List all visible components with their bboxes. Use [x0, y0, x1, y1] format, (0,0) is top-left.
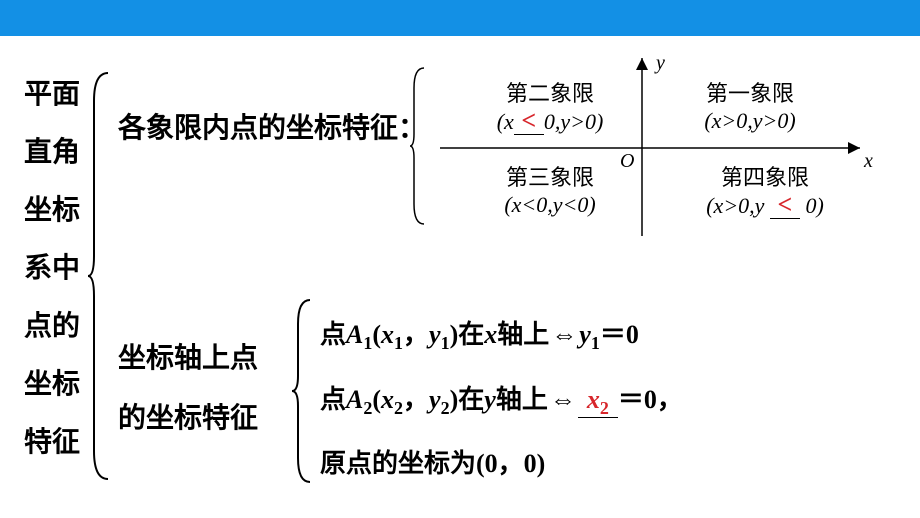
- rules-brace-icon: [290, 296, 314, 486]
- r2-x: x: [381, 385, 394, 414]
- top-bar: [0, 0, 920, 36]
- r2-pre: 点: [320, 385, 346, 414]
- r2-bs: 2: [600, 398, 609, 418]
- r1-c: ，: [403, 320, 429, 349]
- y-axis-label: y: [656, 52, 665, 75]
- r1-y: y: [429, 320, 441, 349]
- r2-sub: 2: [363, 398, 372, 418]
- q4-blank: <: [778, 190, 793, 219]
- q4-cell: 第四象限 (x>0,y < 0): [670, 160, 860, 219]
- section1-label: 各象限内点的坐标特征：: [118, 106, 426, 146]
- r1-post: 轴上: [497, 320, 549, 349]
- r2-open: (: [372, 385, 381, 414]
- q3-cell: 第三象限 (x<0,y<0): [470, 160, 630, 218]
- r2-y: y: [429, 385, 441, 414]
- axis-rules: 点A1(x1，y1)在x轴上⇔y1＝0 点A2(x2，y2)在y轴上⇔x2＝0，…: [320, 306, 683, 492]
- lt-4: 点的: [24, 298, 80, 356]
- r2-close: ): [450, 385, 459, 414]
- r2-pt: A: [346, 385, 363, 414]
- lt-2: 坐标: [24, 182, 80, 240]
- r1-iff: ⇔: [549, 319, 579, 349]
- q2-blank: <: [521, 106, 536, 135]
- r1-xs: 1: [394, 333, 403, 353]
- q1-sign: (x>0,y>0): [670, 108, 830, 134]
- quadrant-diagram: y x O 第二象限 (x<0,y>0) 第一象限 (x>0,y>0) 第三象限…: [420, 46, 880, 241]
- r1-pre: 点: [320, 320, 346, 349]
- q2-pre: (x: [497, 109, 514, 134]
- r2-bv: x: [587, 385, 600, 414]
- r1-x: x: [381, 320, 394, 349]
- s2l1: 坐标轴上点: [118, 336, 258, 376]
- r1-mid: 在: [458, 320, 484, 349]
- r2-post: 轴上: [496, 385, 548, 414]
- r2-mid: 在: [458, 385, 484, 414]
- r2-eq: ＝0，: [618, 385, 683, 414]
- q2-title: 第二象限: [470, 76, 630, 108]
- rule-3: 原点的坐标为(0，0): [320, 436, 683, 492]
- r2-xs: 2: [394, 398, 403, 418]
- lt-6: 特征: [24, 414, 80, 472]
- r1-rs: 1: [591, 333, 600, 353]
- r2-c: ，: [403, 385, 429, 414]
- r1-eq: ＝0: [600, 320, 639, 349]
- rule-2: 点A2(x2，y2)在y轴上⇔x2＝0，: [320, 371, 683, 436]
- q2-sign: (x <0,y>0): [470, 108, 630, 135]
- r1-axis: x: [484, 320, 497, 349]
- q4-suf: 0): [800, 193, 824, 218]
- left-title: 平面 直角 坐标 系中 点的 坐标 特征: [24, 66, 80, 472]
- q4-sign: (x>0,y < 0): [670, 192, 860, 219]
- section2-label: 坐标轴上点 的坐标特征: [118, 336, 258, 436]
- large-brace-icon: [86, 71, 114, 481]
- q2-cell: 第二象限 (x <0,y>0): [470, 76, 630, 135]
- q1-cell: 第一象限 (x>0,y>0): [670, 76, 830, 134]
- r2-axis: y: [484, 385, 496, 414]
- lt-0: 平面: [24, 66, 80, 124]
- s2l2: 的坐标特征: [118, 396, 258, 436]
- lt-3: 系中: [24, 240, 80, 298]
- r1-pt: A: [346, 320, 363, 349]
- rule-1: 点A1(x1，y1)在x轴上⇔y1＝0: [320, 306, 683, 371]
- r1-ys: 1: [441, 333, 450, 353]
- r1-sub: 1: [363, 333, 372, 353]
- content-area: 平面 直角 坐标 系中 点的 坐标 特征 各象限内点的坐标特征： y x O: [0, 36, 920, 518]
- lt-5: 坐标: [24, 356, 80, 414]
- q1-title: 第一象限: [670, 76, 830, 108]
- q4-title: 第四象限: [670, 160, 860, 192]
- r2-iff: ⇔: [548, 384, 578, 414]
- r1-rv: y: [579, 320, 591, 349]
- q2-suf: 0,y>0): [544, 109, 603, 134]
- lt-1: 直角: [24, 124, 80, 182]
- q3-sign: (x<0,y<0): [470, 192, 630, 218]
- r1-close: ): [450, 320, 459, 349]
- r2-ys: 2: [441, 398, 450, 418]
- r1-open: (: [372, 320, 381, 349]
- q3-title: 第三象限: [470, 160, 630, 192]
- x-axis-label: x: [864, 150, 873, 173]
- q4-pre: (x>0,y: [706, 193, 764, 218]
